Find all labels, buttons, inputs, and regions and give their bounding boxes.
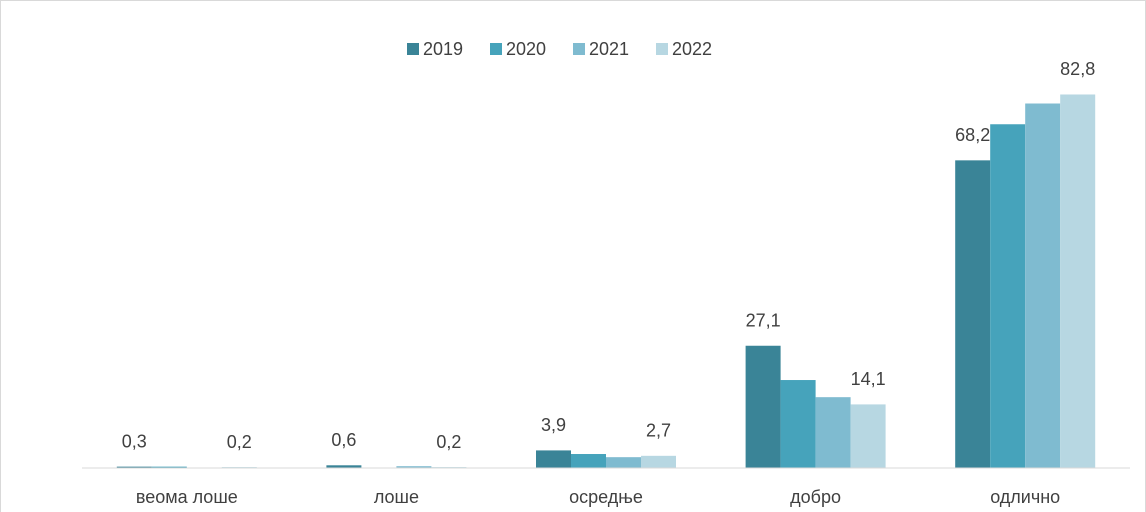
data-label: 82,8 (1060, 59, 1095, 79)
data-label: 2,7 (646, 421, 671, 441)
bar (780, 380, 816, 468)
legend-swatch (490, 43, 502, 55)
legend-label: 2020 (506, 39, 546, 59)
x-tick-label: веома лоше (136, 487, 238, 507)
bar (606, 457, 641, 468)
bar (955, 160, 991, 468)
bar (815, 397, 851, 468)
bar (850, 404, 886, 468)
bar (536, 450, 571, 468)
legend-swatch (573, 43, 585, 55)
data-label: 3,9 (541, 415, 566, 435)
legend-label: 2021 (589, 39, 629, 59)
x-tick-label: одлично (990, 487, 1060, 507)
bar (990, 124, 1026, 469)
legend-label: 2019 (423, 39, 463, 59)
data-label: 68,2 (955, 125, 990, 145)
data-label: 0,2 (227, 432, 252, 452)
bar (745, 345, 781, 468)
bar (641, 455, 676, 468)
data-label: 0,3 (122, 431, 147, 451)
bar (1025, 103, 1061, 468)
x-tick-label: добро (790, 487, 841, 507)
bar (1060, 94, 1096, 468)
x-tick-label: лоше (374, 487, 419, 507)
legend-label: 2022 (672, 39, 712, 59)
data-label: 27,1 (746, 310, 781, 330)
bar (116, 466, 152, 468)
bar (151, 466, 187, 468)
bar (571, 454, 606, 468)
legend-swatch (407, 43, 419, 55)
data-label: 14,1 (851, 369, 886, 389)
bar (326, 465, 362, 468)
x-tick-label: осредње (569, 487, 643, 507)
data-label: 0,2 (436, 432, 461, 452)
legend-swatch (656, 43, 668, 55)
data-label: 0,6 (331, 430, 356, 450)
bar (396, 466, 432, 468)
